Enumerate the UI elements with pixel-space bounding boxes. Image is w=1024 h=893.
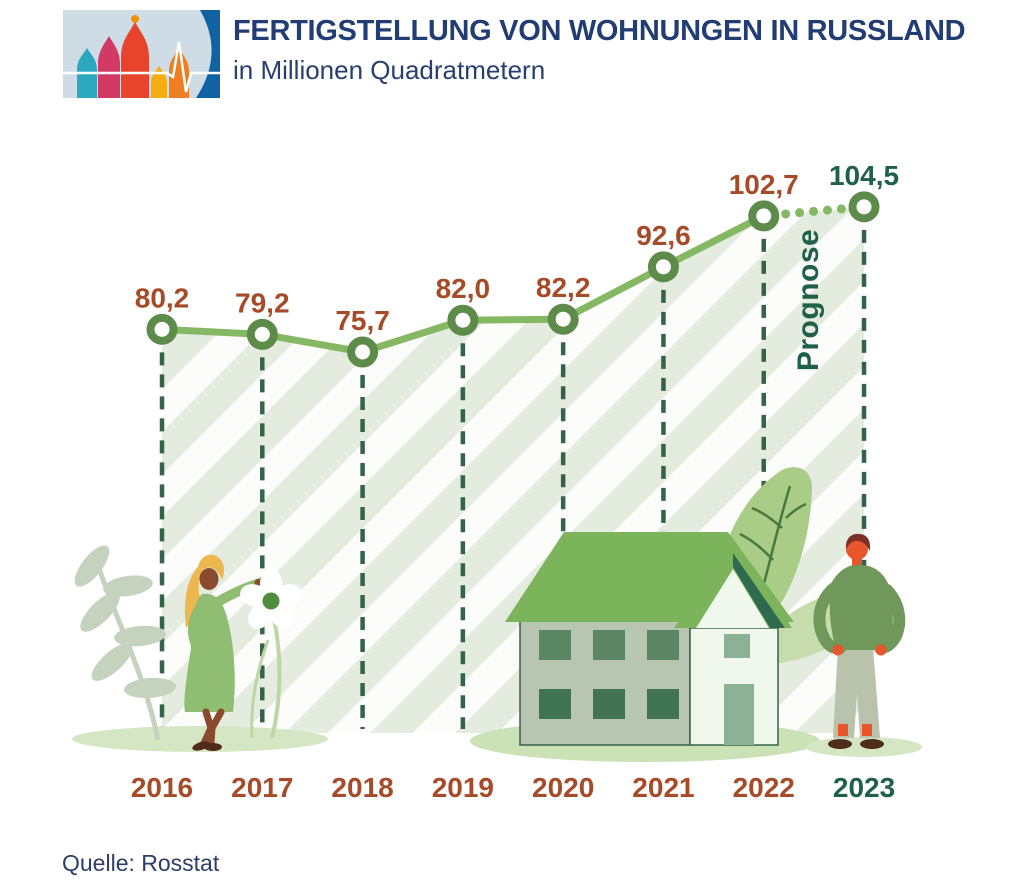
data-point-2023 bbox=[848, 191, 880, 223]
data-point-2020 bbox=[547, 303, 579, 335]
ground-ellipse-left bbox=[72, 726, 328, 752]
page-subtitle: in Millionen Quadratmetern bbox=[233, 54, 546, 85]
forecast-annotation: Prognose bbox=[792, 229, 825, 371]
value-label-2019: 82,0 bbox=[436, 273, 491, 304]
house-window bbox=[724, 634, 750, 658]
house-door bbox=[724, 684, 754, 745]
forecast-dot bbox=[836, 204, 846, 214]
data-point-2021 bbox=[647, 251, 679, 283]
pulse-line-icon bbox=[63, 41, 220, 93]
data-point-2017 bbox=[246, 318, 278, 350]
value-label-2016: 80,2 bbox=[135, 282, 190, 313]
logo-blue-panel bbox=[196, 10, 220, 98]
value-label-2022: 102,7 bbox=[729, 169, 799, 200]
value-label-2020: 82,2 bbox=[536, 272, 591, 303]
illustration-layer bbox=[72, 467, 922, 762]
year-label-2023: 2023 bbox=[833, 772, 895, 803]
woman-illustration bbox=[184, 554, 264, 751]
st-basils-cathedral-pulse-logo-icon bbox=[63, 10, 220, 98]
year-label-2016: 2016 bbox=[131, 772, 193, 803]
year-label-2020: 2020 bbox=[532, 772, 594, 803]
value-label-2018: 75,7 bbox=[335, 305, 390, 336]
year-label-2022: 2022 bbox=[733, 772, 795, 803]
data-point-2019 bbox=[447, 304, 479, 336]
value-label-2021: 92,6 bbox=[636, 220, 691, 251]
house-illustration bbox=[505, 532, 794, 746]
page-title: FERTIGSTELLUNG VON WOHNUNGEN IN RUSSLAND bbox=[233, 15, 966, 47]
year-label-2021: 2021 bbox=[632, 772, 694, 803]
value-label-2017: 79,2 bbox=[235, 287, 290, 318]
year-label-2017: 2017 bbox=[231, 772, 293, 803]
source-credit: Quelle: Rosstat bbox=[62, 850, 220, 876]
data-point-2022 bbox=[748, 200, 780, 232]
data-point-2018 bbox=[347, 336, 379, 368]
forecast-dot bbox=[781, 209, 791, 219]
chart-marker-layer bbox=[146, 191, 880, 368]
flower-illustration bbox=[240, 568, 302, 739]
value-label-2023: 104,5 bbox=[829, 160, 899, 191]
man-illustration bbox=[813, 533, 906, 749]
year-label-2018: 2018 bbox=[331, 772, 393, 803]
year-label-2019: 2019 bbox=[432, 772, 494, 803]
chart-label-layer: 80,2 79,2 75,7 82,0 82,2 92,6 102,7 104,5 2016 20… bbox=[131, 160, 899, 803]
forecast-dot bbox=[822, 205, 832, 215]
plant-sprig-illustration bbox=[74, 545, 176, 741]
data-point-2016 bbox=[146, 313, 178, 345]
forecast-dot bbox=[795, 208, 805, 218]
header: FERTIGSTELLUNG VON WOHNUNGEN IN RUSSLAND… bbox=[0, 0, 1024, 110]
forecast-dot bbox=[809, 206, 819, 216]
